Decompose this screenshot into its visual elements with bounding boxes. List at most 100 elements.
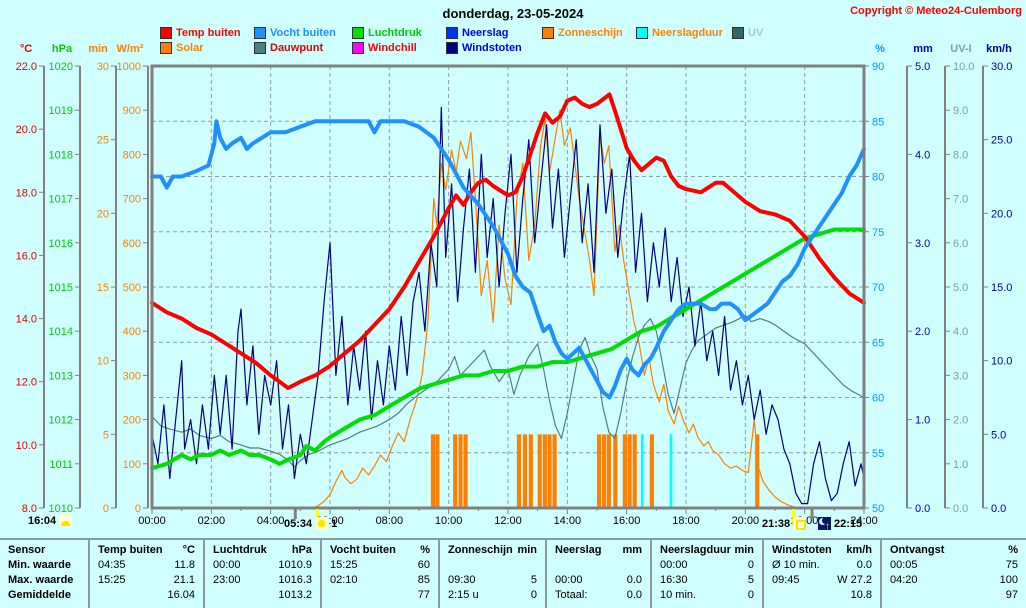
axis-title: mm	[913, 43, 933, 55]
axis-tick-label: 1014	[49, 326, 73, 338]
table-cell: 04:35 11.8	[90, 558, 203, 573]
cell-value: 0	[530, 589, 537, 601]
cell-value: 1013.2	[278, 589, 312, 601]
cell-value: 97	[1005, 589, 1018, 601]
axis-tick-label: 5.0	[915, 61, 930, 73]
bar-neerslagduur	[640, 434, 644, 508]
axis-tick-label: 5	[103, 429, 109, 441]
axis-tick-label: 1012	[49, 415, 73, 427]
axis-uv-i: 0.0 1.0 2.0 3.0 4.0 5.0 6.0 7.0 8.0 9.0 10.0 UV-I	[944, 43, 974, 515]
cell-time: Totaal:	[555, 589, 588, 601]
axis-title: km/h	[986, 43, 1012, 55]
bar-zonneschijn	[755, 434, 760, 508]
series-luchtdruk	[150, 227, 866, 471]
bar-zonneschijn	[537, 434, 542, 508]
uv-swatch-icon	[732, 27, 744, 39]
axis-tick-label: 8.0	[953, 149, 968, 161]
axis-tick-label: 18.0	[16, 187, 37, 199]
legend-item-solar: Solar	[160, 42, 204, 54]
cell-value: %	[420, 544, 430, 556]
cell-time: Windstoten	[772, 544, 832, 556]
table-col-zonneschijn: Zonneschijn min 09:30 5 2:15 u 0	[438, 540, 545, 608]
table-col-vocht-buiten: Vocht buiten% 15:25 60 02:10 85 77	[320, 540, 438, 608]
table-cell: 23:00 1016.3	[205, 573, 320, 588]
table-cell: 77	[322, 588, 438, 603]
cell-time: Temp buiten	[98, 544, 163, 556]
table-cell: 97	[882, 588, 1026, 603]
axis-tick-label: 30.0	[991, 61, 1012, 73]
cell-value: 85	[417, 574, 430, 586]
bar-neerslagduur	[669, 434, 673, 508]
table-cell: 02:10 85	[322, 573, 438, 588]
table-cell: 1013.2	[205, 588, 320, 603]
table-cell: Ontvangst%	[882, 543, 1026, 558]
legend-item-zonneschijn: Zonneschijn	[542, 27, 623, 39]
cell-time: Neerslagduur	[660, 544, 731, 556]
legend-label: Vocht buiten	[270, 27, 336, 39]
table-cell	[547, 558, 650, 573]
axis-tick-label: 50	[872, 503, 884, 515]
axis-tick-label: 300	[123, 370, 141, 382]
axis-tick-label: 22.0	[16, 61, 37, 73]
cell-time: 15:25	[330, 559, 358, 571]
gridlines	[152, 66, 864, 508]
table-col-luchtdruk: Luchtdruk hPa 00:00 1010.9 23:00 1016.3 1013.2	[203, 540, 320, 608]
axis-tick-label: 16.0	[16, 250, 37, 262]
legend-item-neerslag: Neerslag	[446, 27, 508, 39]
row-label: Gemiddelde	[8, 589, 71, 601]
axis-tick-label: 1016	[49, 238, 73, 250]
cell-time: 04:35	[98, 559, 126, 571]
cell-time: 09:45	[772, 574, 800, 586]
axis-tick-label: 0	[135, 503, 141, 515]
axis-tick-label: 75	[872, 227, 884, 239]
cell-value: min	[734, 544, 754, 556]
axis-tick-label: 9.0	[953, 105, 968, 117]
bar-zonneschijn	[613, 434, 618, 508]
legend-label: Luchtdruk	[368, 27, 422, 39]
table-cell: 15:25 60	[322, 558, 438, 573]
axis-tick-label: 900	[123, 105, 141, 117]
table-col-temp-buiten: Temp buiten °C 04:35 11.8 15:25 21.1 16.04	[88, 540, 203, 608]
axis-tick-label: 12.0	[16, 377, 37, 389]
bar-zonneschijn	[522, 434, 527, 508]
legend-label: Zonneschijn	[558, 27, 623, 39]
sunrise-count: 1	[331, 517, 338, 530]
cell-value: °C	[182, 544, 195, 556]
cell-time: Neerslag	[555, 544, 602, 556]
cell-value: mm	[622, 544, 642, 556]
cell-value: 100	[999, 574, 1018, 586]
legend-item-dauwpunt: Dauwpunt	[254, 42, 323, 54]
x-tick-label: 16:00	[613, 515, 641, 527]
legend-item-vocht-buiten: Vocht buiten	[254, 27, 336, 39]
axis-tick-label: 20	[97, 208, 109, 220]
moonrise-icon: ↑	[818, 517, 831, 532]
cell-value: 21.1	[173, 574, 195, 586]
axis-tick-label: 3.0	[953, 370, 968, 382]
sunrise-time: 05:34	[284, 517, 313, 530]
moonrise-time: 22:15	[834, 517, 863, 530]
axis-tick-label: 0.0	[991, 503, 1006, 515]
cell-value: km/h	[846, 544, 872, 556]
axis-tick-label: 65	[872, 337, 884, 349]
axis-tick-label: 0	[103, 503, 109, 515]
series-solar	[311, 109, 865, 509]
legend-label: Solar	[176, 42, 204, 54]
bar-zonneschijn	[632, 434, 637, 508]
axis-c: 8.0 10.0 12.0 14.0 16.0 18.0 20.0 22.0 °C	[16, 43, 45, 515]
cell-value: 0.0	[856, 559, 872, 571]
bar-zonneschijn	[622, 434, 627, 508]
axis-tick-label: 55	[872, 448, 884, 460]
x-tick-label: 02:00	[198, 515, 226, 527]
axis-tick-label: 10.0	[16, 440, 37, 452]
row-label: Sensor	[8, 544, 46, 556]
solar-swatch-icon	[160, 42, 172, 54]
bar-zonneschijn	[552, 434, 557, 508]
axis-tick-label: 0.0	[953, 503, 968, 515]
axis-w-m: 0 100 200 300 400 500 600 700 800 900 1000 W/m²	[117, 43, 149, 515]
bar-zonneschijn	[649, 434, 654, 508]
cell-time: 02:10	[330, 574, 358, 586]
table-cell: Totaal: 0.0	[547, 588, 650, 603]
legend-item-uv: UV	[732, 27, 763, 39]
axis-tick-label: 2.0	[915, 326, 930, 338]
axis-tick-label: 0.0	[915, 503, 930, 515]
